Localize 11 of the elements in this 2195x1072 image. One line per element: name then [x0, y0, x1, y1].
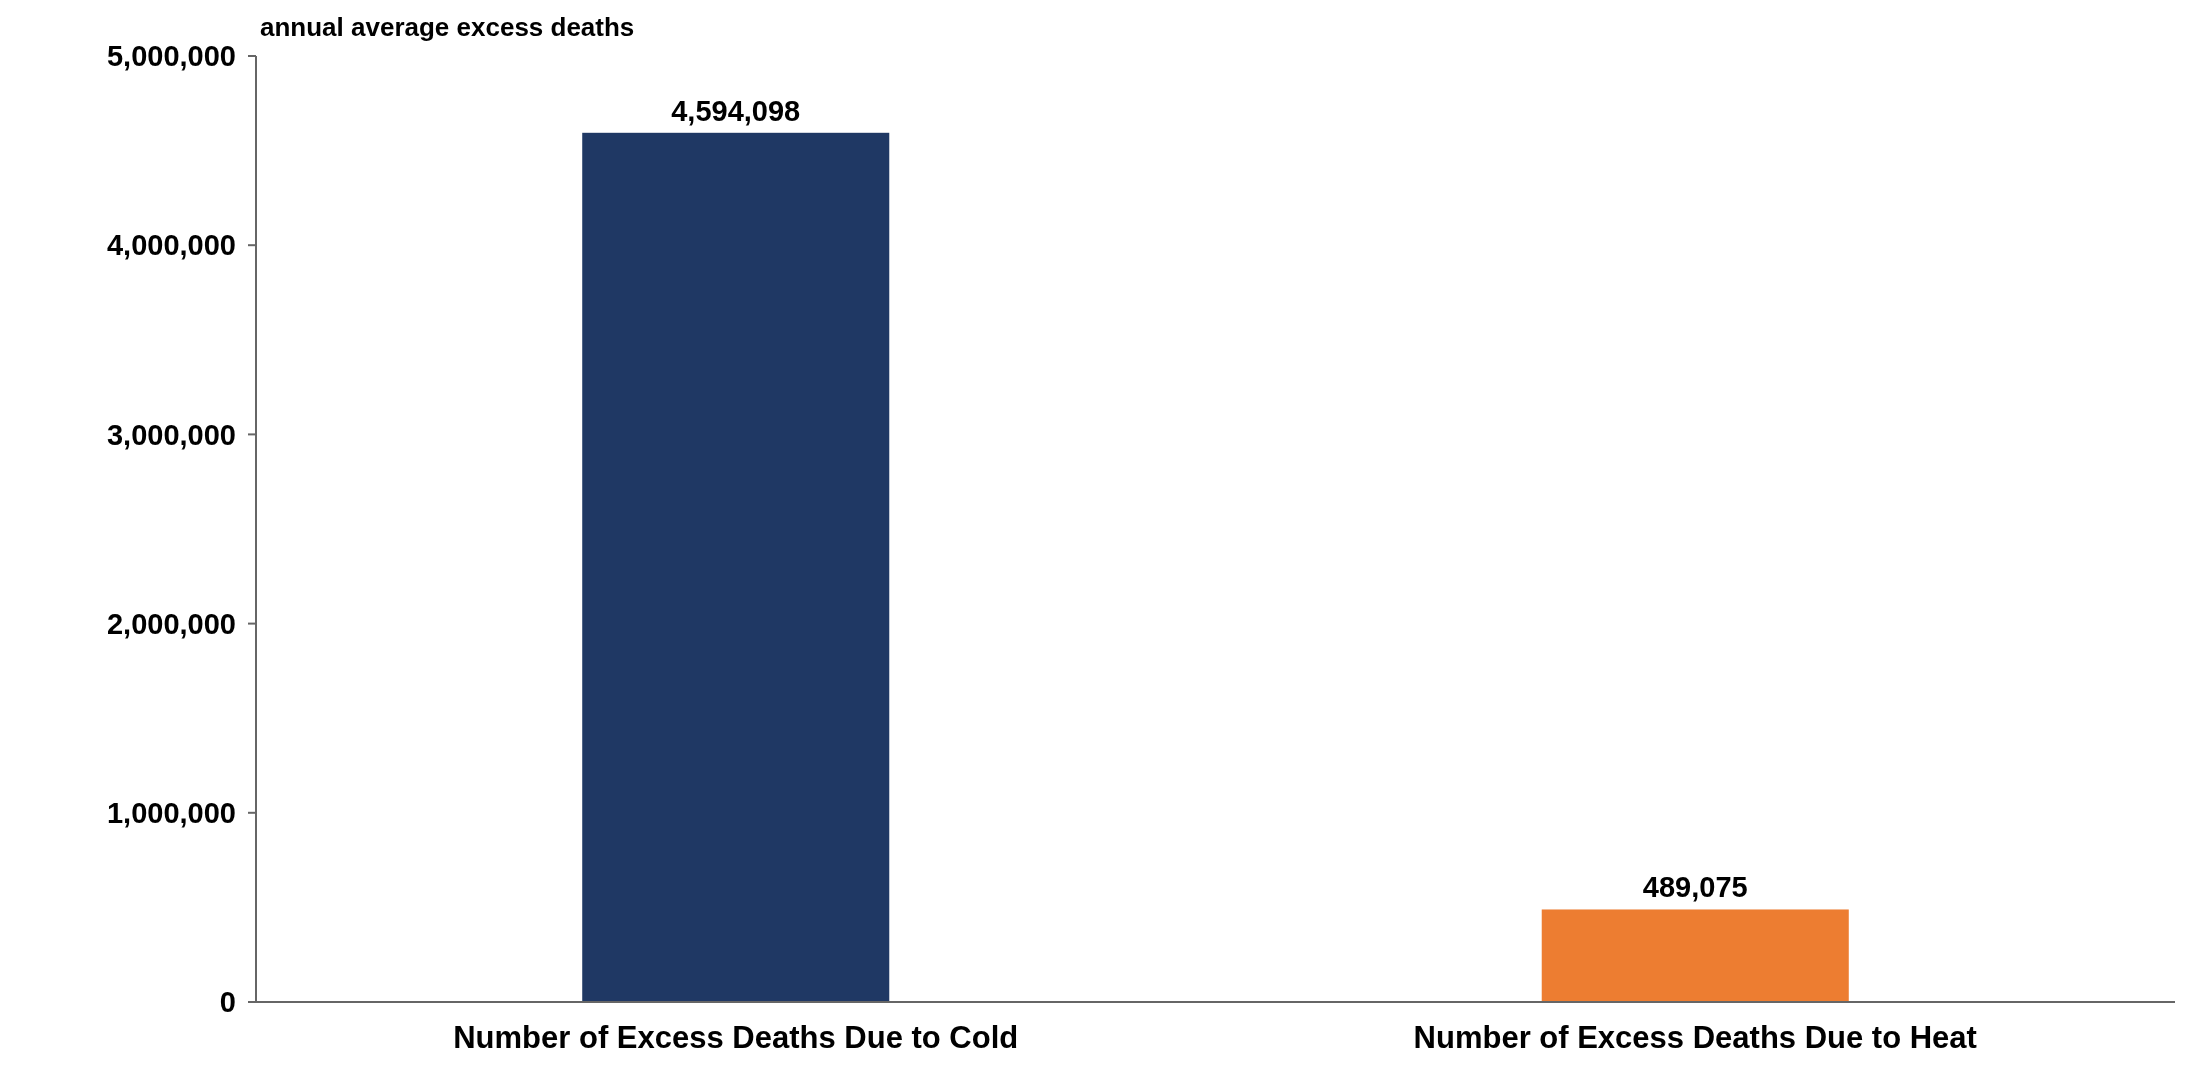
y-tick-label: 3,000,000 [106, 418, 236, 451]
y-tick-label: 2,000,000 [106, 607, 236, 640]
y-tick-label: 1,000,000 [106, 796, 236, 829]
data-label: 4,594,098 [671, 94, 801, 127]
data-label: 489,075 [1642, 871, 1748, 904]
x-tick-label: Number of Excess Deaths Due to Cold [453, 1020, 1019, 1055]
y-tick-label: 5,000,000 [106, 40, 236, 73]
x-tick-label: Number of Excess Deaths Due to Heat [1413, 1020, 1977, 1055]
y-tick-label: 0 [219, 986, 236, 1019]
chart-title: annual average excess deaths [260, 12, 635, 42]
y-tick-label: 4,000,000 [106, 229, 236, 262]
